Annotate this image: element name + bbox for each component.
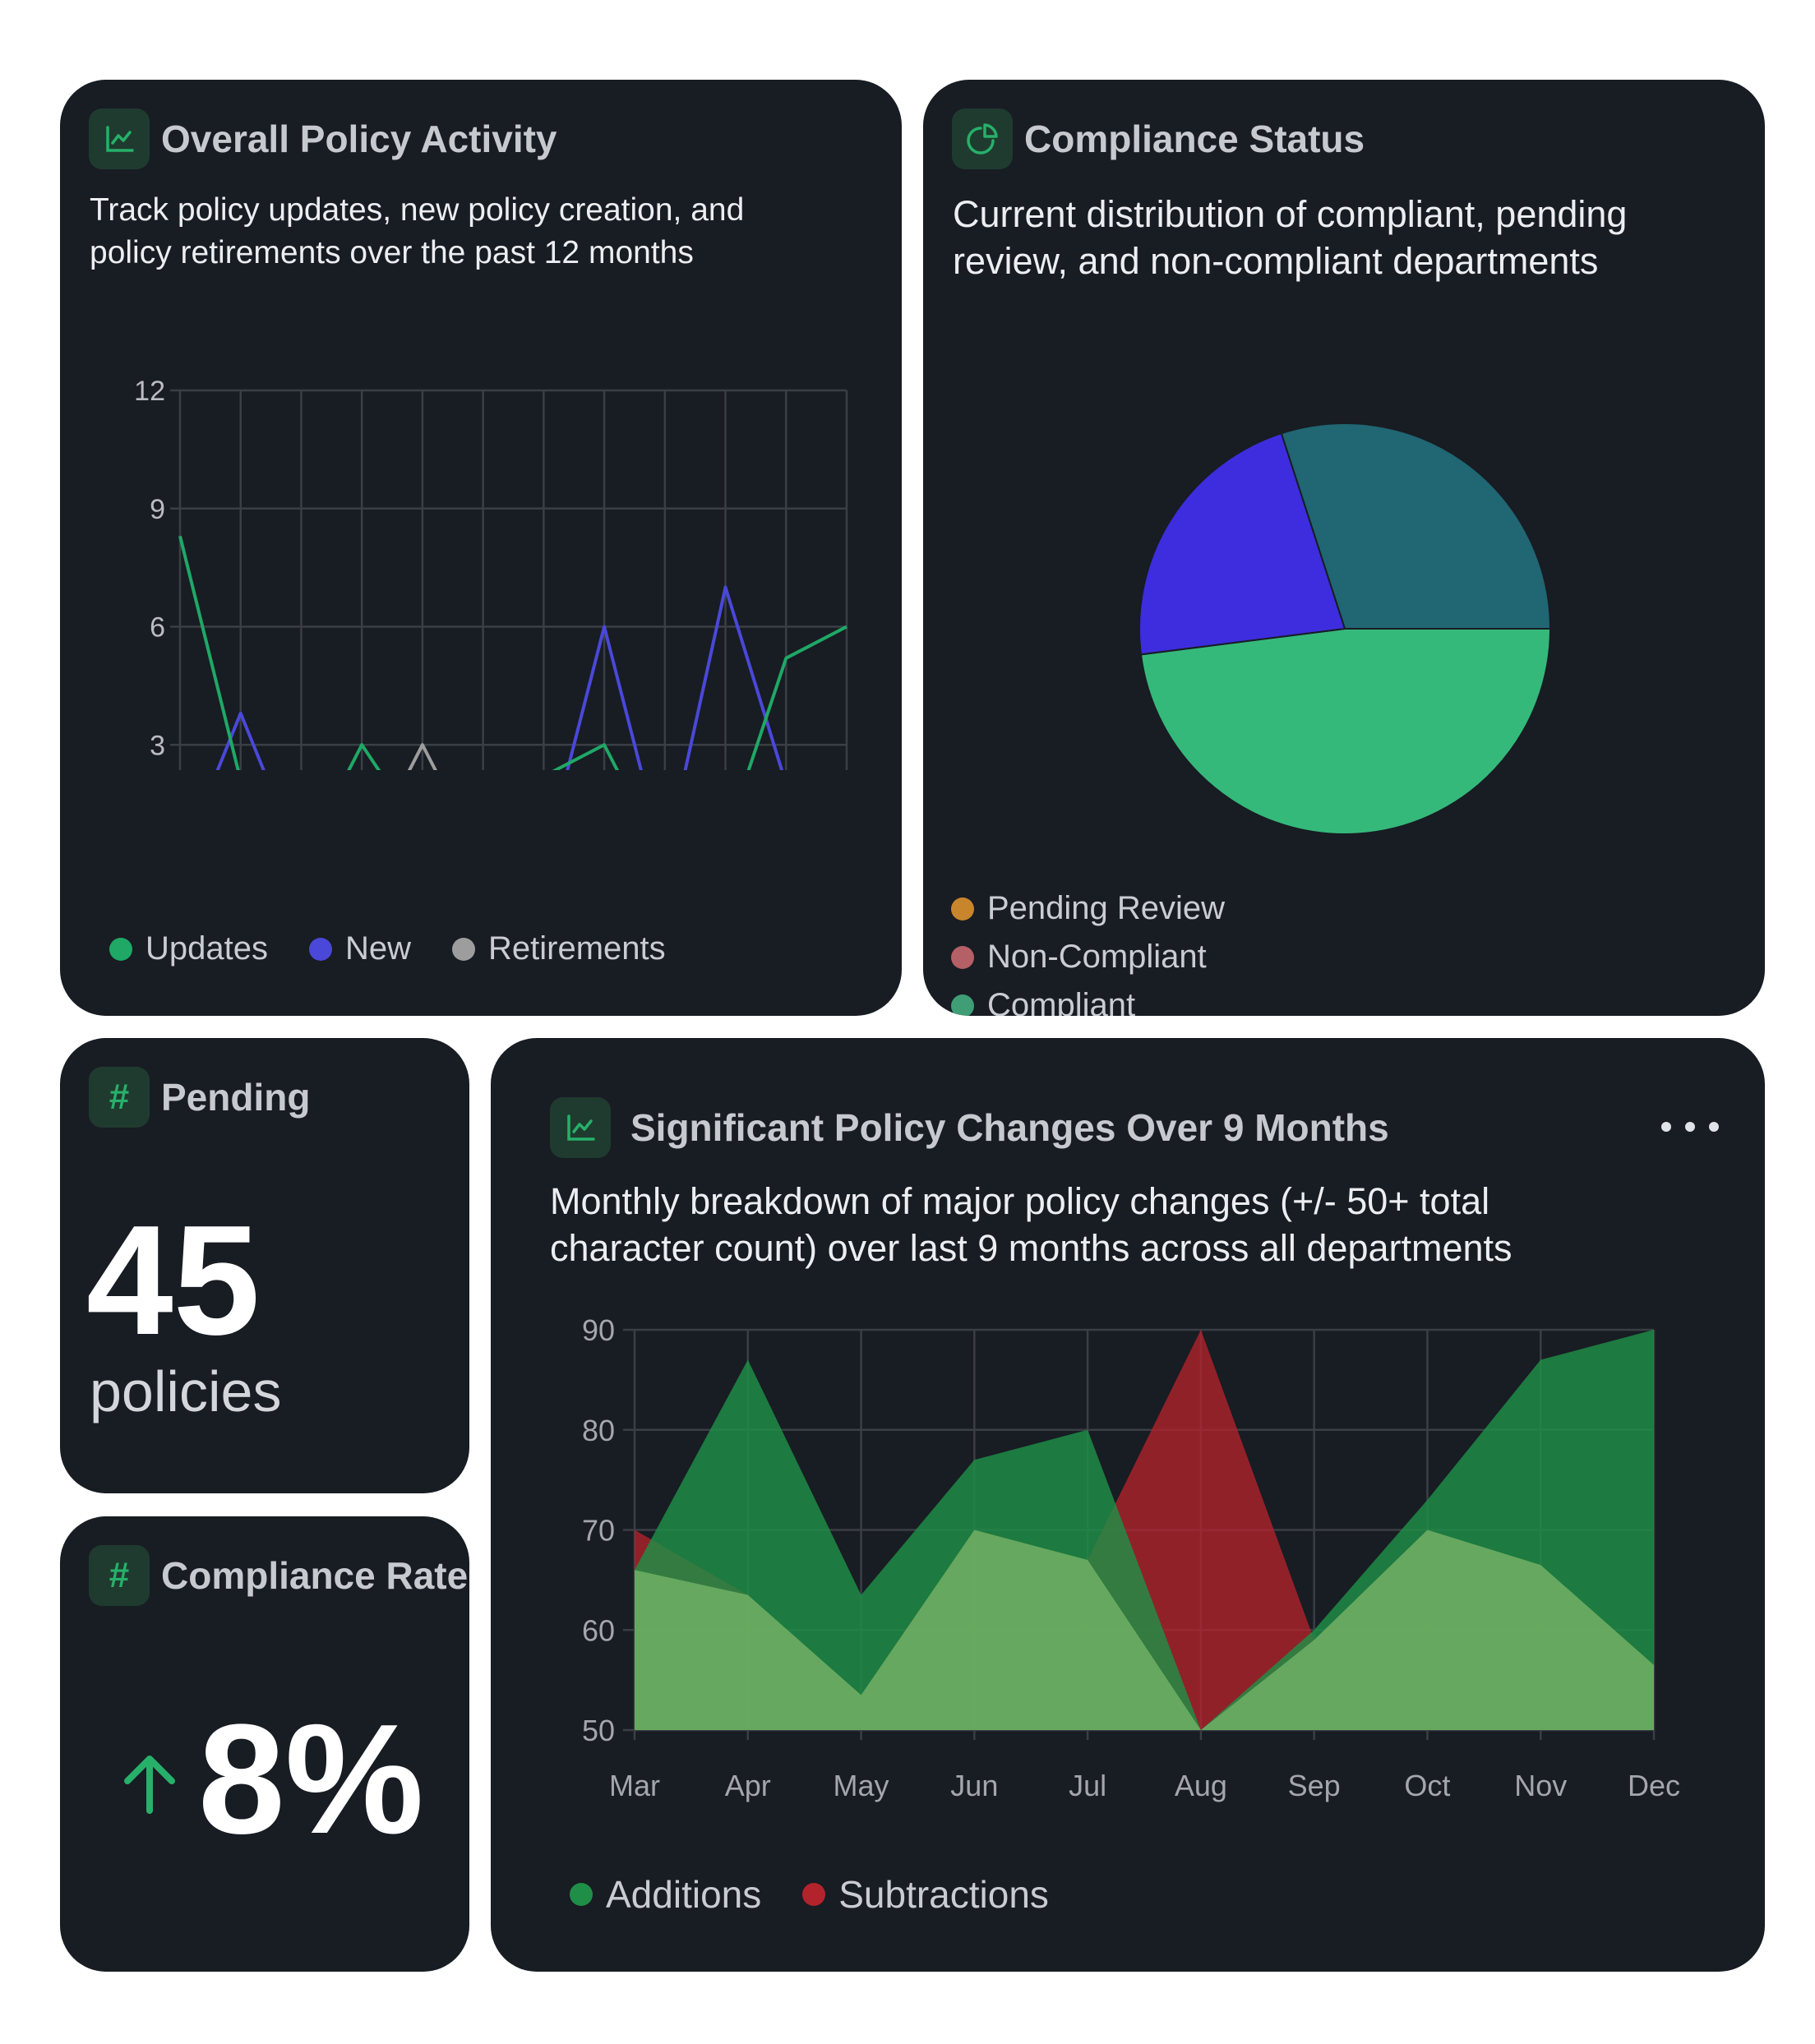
compliance-status-description: Current distribution of compliant, pendi…	[953, 193, 1628, 282]
y-tick-label: 80	[582, 1414, 615, 1447]
pending-value: 45	[86, 1193, 261, 1368]
x-tick-label: May	[834, 1769, 889, 1802]
legend-additions[interactable]: Additions	[570, 1872, 761, 1917]
y-tick-label: 9	[150, 494, 165, 525]
hash-icon: #	[89, 1545, 150, 1606]
legend-dot	[308, 937, 332, 961]
x-tick-label: Jul	[1069, 1769, 1106, 1802]
x-tick-label: Jun	[950, 1769, 998, 1802]
y-tick-label: 60	[582, 1613, 615, 1647]
pending-unit: policies	[90, 1359, 282, 1423]
compliance-status-legend: Pending Review Non-Compliant Compliant	[951, 890, 1691, 1016]
y-tick-label: 70	[582, 1514, 615, 1548]
compliance-status-pie	[1138, 422, 1552, 835]
y-tick-label: 3	[150, 730, 165, 761]
pending-title: Pending	[161, 1076, 311, 1119]
y-tick-label: 50	[582, 1714, 615, 1747]
x-tick-label: Aug	[1175, 1769, 1227, 1802]
significant-changes-chart: 50 60 70 80 90 Mar Apr May Jun Jul Aug Sep Oct Nov Dec	[582, 1313, 1680, 1802]
pie-slice-compliant	[1139, 628, 1552, 835]
pie-slice-non-compliant	[1138, 431, 1346, 656]
compliance-rate-value: 8%	[198, 1692, 424, 1866]
policy-activity-chart: 036912JFMAMJJASOND	[134, 376, 848, 770]
compliance-status-title: Compliance Status	[1024, 118, 1365, 160]
y-tick-label: 6	[150, 612, 165, 644]
legend-dot	[109, 937, 132, 961]
x-tick-label: Nov	[1514, 1769, 1567, 1802]
more-horizontal-icon[interactable]	[1661, 1117, 1719, 1137]
legend-dot	[951, 945, 974, 969]
x-tick-label: Sep	[1288, 1769, 1341, 1802]
hash-icon: #	[89, 1067, 150, 1128]
legend-dot	[452, 937, 476, 961]
legend-compliant[interactable]: Compliant	[951, 987, 1135, 1016]
legend-subtractions[interactable]: Subtractions	[802, 1872, 1049, 1917]
compliance-status-card: Compliance Status Current distribution o…	[923, 80, 1765, 1016]
area-overlap	[635, 1530, 1654, 1730]
significant-changes-card: Significant Policy Changes Over 9 Months…	[491, 1038, 1765, 1972]
legend-pending-review[interactable]: Pending Review	[951, 890, 1225, 927]
x-tick-label: Mar	[609, 1769, 660, 1802]
significant-changes-legend: Additions Subtractions	[570, 1872, 1049, 1917]
legend-updates[interactable]: Updates	[109, 930, 268, 967]
policy-activity-description: Track policy updates, new policy creatio…	[90, 192, 745, 270]
legend-dot	[951, 994, 974, 1016]
series-line-retirements	[407, 743, 437, 770]
series-line-new	[215, 585, 784, 770]
policy-activity-card: Overall Policy Activity Track policy upd…	[60, 80, 902, 1016]
legend-dot	[951, 897, 974, 920]
line-chart-icon	[89, 108, 150, 169]
significant-changes-description: Monthly breakdown of major policy change…	[550, 1180, 1512, 1269]
pending-card: # Pending 45 policies	[60, 1038, 469, 1493]
line-chart-icon	[550, 1097, 611, 1158]
policy-activity-title: Overall Policy Activity	[161, 118, 557, 160]
compliance-rate-title: Compliance Rate	[161, 1554, 469, 1597]
x-tick-label: Apr	[725, 1769, 771, 1802]
y-tick-label: 90	[582, 1313, 615, 1347]
legend-new[interactable]: New	[308, 930, 411, 967]
legend-dot	[802, 1883, 826, 1906]
compliance-rate-card: # Compliance Rate 8%	[60, 1516, 469, 1972]
x-tick-label: Dec	[1628, 1769, 1680, 1802]
y-tick-label: 12	[134, 376, 165, 407]
arrow-up-icon	[124, 1756, 175, 1814]
significant-changes-title: Significant Policy Changes Over 9 Months	[630, 1106, 1389, 1149]
legend-retirements[interactable]: Retirements	[452, 930, 666, 967]
x-tick-label: Oct	[1404, 1769, 1450, 1802]
pie-chart-icon	[952, 108, 1013, 169]
policy-activity-legend: Updates New Retirements	[109, 930, 666, 967]
legend-non-compliant[interactable]: Non-Compliant	[951, 939, 1207, 976]
pie-slice-pending-review	[1280, 422, 1552, 630]
legend-dot	[570, 1883, 593, 1906]
